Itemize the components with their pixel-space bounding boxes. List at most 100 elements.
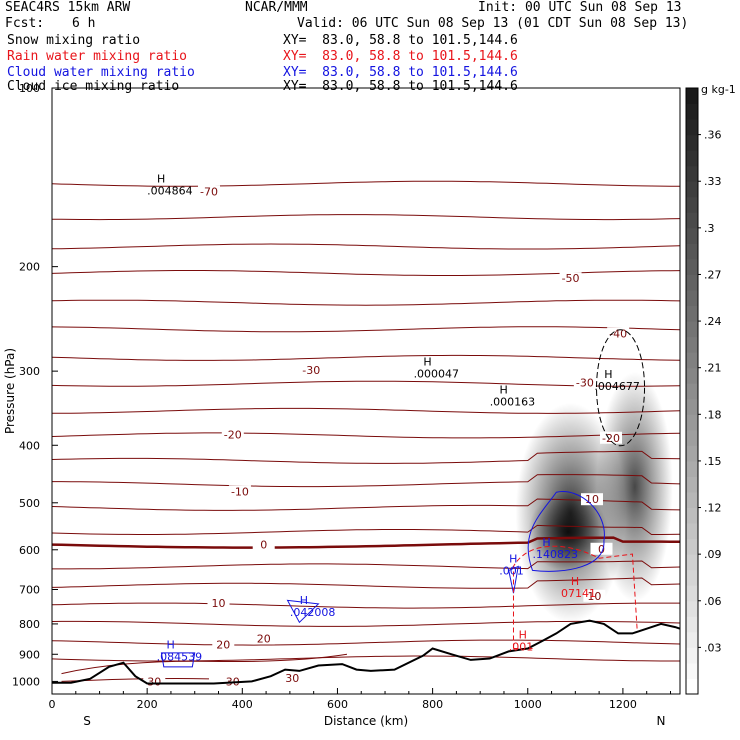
temperature-label-bg bbox=[607, 327, 630, 340]
temperature-label: 20 bbox=[216, 639, 230, 652]
maximum-value: .004677 bbox=[594, 380, 640, 393]
colorbar-cell bbox=[686, 554, 698, 571]
temperature-label: 10 bbox=[585, 493, 599, 506]
forecast-hour: 6 h bbox=[72, 16, 96, 31]
colorbar-cell bbox=[686, 383, 698, 400]
field-xy-rain: XY= 83.0, 58.8 to 101.5,144.6 bbox=[283, 49, 518, 64]
temperature-label-bg bbox=[221, 428, 244, 441]
temperature-contour bbox=[52, 474, 680, 488]
cloud-water-contour bbox=[286, 599, 320, 624]
y-tick-label: 700 bbox=[19, 584, 40, 597]
temperature-label-bg bbox=[207, 596, 230, 609]
cloud-water-contour bbox=[527, 491, 605, 572]
colorbar-tick-label: .33 bbox=[704, 175, 722, 188]
colorbar-cell bbox=[686, 134, 698, 151]
maximum-marker: H bbox=[157, 172, 165, 185]
temperature-contour bbox=[52, 326, 680, 333]
temperature-label-bg bbox=[281, 671, 304, 684]
temperature-label: -10 bbox=[231, 485, 249, 498]
colorbar-tick-label: .24 bbox=[704, 315, 722, 328]
temperature-contour bbox=[52, 560, 680, 570]
colorbar-cell bbox=[686, 429, 698, 446]
maximum-value: .042008 bbox=[290, 606, 336, 619]
temperature-contour bbox=[52, 450, 680, 464]
temperature-label-bg bbox=[300, 364, 323, 377]
temperature-contour bbox=[52, 270, 680, 276]
colorbar-cell bbox=[686, 336, 698, 353]
org-label: NCAR/MMM bbox=[245, 0, 308, 15]
maximum-value: .084539 bbox=[157, 651, 203, 664]
colorbar-tick-label: .27 bbox=[704, 268, 722, 281]
temperature-contour bbox=[52, 620, 680, 627]
maximum-value: .004864 bbox=[147, 184, 193, 197]
maximum-value: .000047 bbox=[414, 367, 460, 380]
temperature-contour bbox=[52, 602, 680, 609]
contour-annotations: H.004864H.000047H.000163H.004677H.140823… bbox=[147, 172, 640, 663]
colorbar-cell bbox=[686, 212, 698, 229]
end-label-south: S bbox=[83, 714, 91, 728]
colorbar-cell bbox=[686, 616, 698, 633]
colorbar-cell bbox=[686, 367, 698, 384]
colorbar-cell bbox=[686, 538, 698, 555]
y-tick-label: 400 bbox=[19, 439, 40, 452]
y-tick-label: 100 bbox=[19, 82, 40, 95]
field-xy-snow: XY= 83.0, 58.8 to 101.5,144.6 bbox=[283, 33, 518, 48]
terrain-line bbox=[52, 619, 680, 685]
colorbar-cell bbox=[686, 631, 698, 648]
x-tick-label: 400 bbox=[232, 698, 253, 711]
colorbar-tick-label: .12 bbox=[704, 502, 722, 515]
maximum-marker: H bbox=[509, 552, 517, 565]
colorbar-unit: g kg-1 bbox=[701, 83, 736, 96]
x-axis-label: Distance (km) bbox=[324, 714, 408, 728]
valid-time: Valid: 06 UTC Sun 08 Sep 13 (01 CDT Sun … bbox=[297, 16, 689, 31]
temperature-label-bg bbox=[198, 185, 220, 198]
field-name-cloud-ice: Cloud ice mixing ratio bbox=[7, 79, 180, 94]
temperature-label: 10 bbox=[212, 597, 226, 610]
temperature-contour bbox=[52, 243, 680, 250]
y-tick-label: 800 bbox=[19, 618, 40, 631]
colorbar-cell bbox=[686, 181, 698, 198]
temperature-contour bbox=[52, 299, 680, 306]
maximum-marker: H bbox=[500, 383, 508, 396]
maximum-marker: H bbox=[300, 594, 308, 607]
init-time: Init: 00 UTC Sun 08 Sep 13 bbox=[478, 0, 682, 15]
temperature-contour bbox=[52, 432, 680, 439]
colorbar-cell bbox=[686, 569, 698, 586]
maximum-value: 07141 bbox=[561, 587, 596, 600]
temperature-label: 10 bbox=[587, 590, 601, 603]
temperature-label-bg bbox=[559, 272, 582, 285]
temperature-contour bbox=[52, 498, 680, 511]
colorbar-tick-label: .03 bbox=[704, 641, 722, 654]
colorbar-cell bbox=[686, 274, 698, 291]
x-tick-label: 200 bbox=[137, 698, 158, 711]
maximum-marker: H bbox=[519, 628, 527, 641]
colorbar-cell bbox=[686, 445, 698, 462]
temperature-label: -50 bbox=[562, 272, 580, 285]
temperature-label-bg bbox=[212, 638, 235, 651]
colorbar-cell bbox=[686, 88, 698, 105]
y-axis-label: Pressure (hPa) bbox=[3, 348, 17, 434]
colorbar-cell bbox=[686, 150, 698, 167]
mixing-ratio-shading bbox=[515, 371, 673, 623]
field-name-cloud-water: Cloud water mixing ratio bbox=[7, 65, 195, 80]
field-name-snow: Snow mixing ratio bbox=[7, 33, 141, 48]
colorbar-tick-label: .09 bbox=[704, 548, 722, 561]
colorbar-cell bbox=[686, 523, 698, 540]
temperature-label-bg bbox=[252, 538, 275, 551]
field-name-rain: Rain water mixing ratio bbox=[7, 49, 188, 64]
colorbar-tick-label: .06 bbox=[704, 595, 722, 608]
terrain-line bbox=[52, 619, 680, 685]
temperature-label: 0 bbox=[260, 538, 267, 551]
colorbar-cell bbox=[686, 414, 698, 431]
colorbar: .03 .06 .09 .12 .15 .18 .21 .24 .27 .3 .33 .36 g kg-… bbox=[685, 83, 736, 695]
y-tick-label: 300 bbox=[19, 365, 40, 378]
cloud-water-contour bbox=[160, 652, 196, 668]
forecast-label: Fcst: bbox=[5, 16, 45, 31]
temperature-contour bbox=[52, 577, 680, 589]
model-title: SEAC4RS 15km ARW bbox=[5, 0, 131, 15]
x-tick-label: 600 bbox=[327, 698, 348, 711]
colorbar-cell bbox=[686, 290, 698, 307]
mixing-ratio-shade bbox=[596, 371, 673, 602]
